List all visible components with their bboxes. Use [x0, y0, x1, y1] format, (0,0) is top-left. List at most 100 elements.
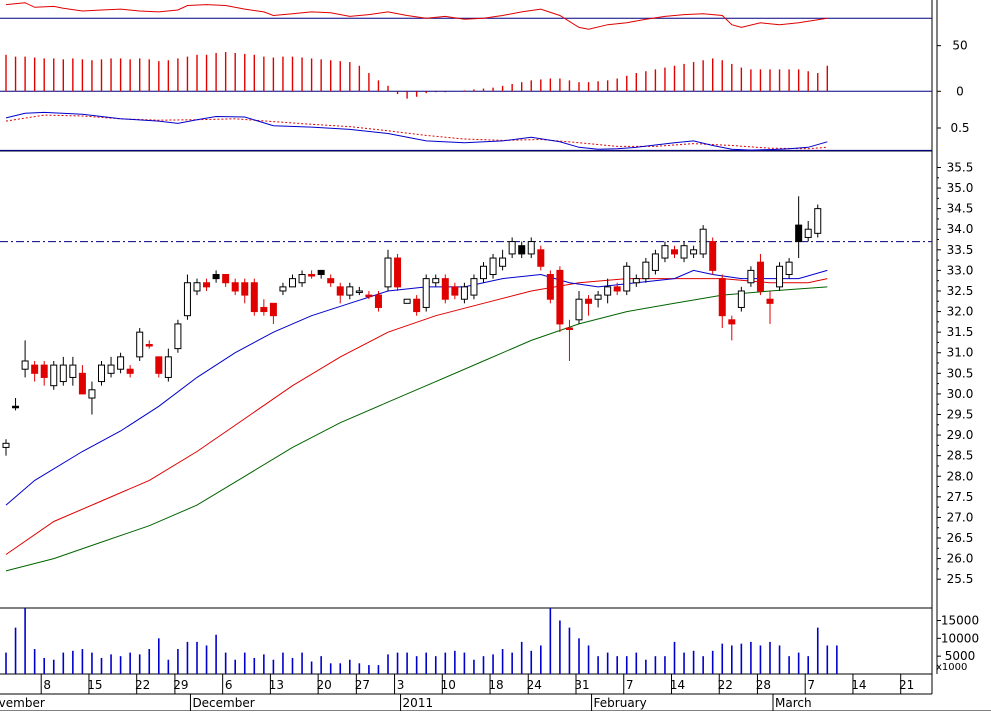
candle [489, 253, 497, 279]
candle-body [756, 261, 764, 292]
candle [766, 290, 774, 324]
price-axis-label: 30.5 [947, 366, 974, 380]
candle-body [699, 228, 707, 255]
price-axis-label: 31.5 [947, 325, 974, 339]
candle-body [183, 282, 191, 317]
candle [422, 274, 430, 312]
candle [690, 245, 698, 259]
candle [203, 278, 211, 291]
candle-body [575, 298, 583, 321]
candle-body [747, 269, 755, 284]
candle [31, 360, 39, 382]
candle [594, 290, 602, 308]
candle [12, 398, 20, 411]
month-label: February [594, 696, 647, 710]
candle-body [31, 364, 39, 374]
candle-body [565, 327, 573, 331]
candle [269, 302, 277, 324]
candle-body [336, 286, 344, 296]
day-label: 21 [899, 678, 914, 692]
price-axis-label: 26.0 [947, 552, 974, 566]
candle [260, 299, 268, 316]
candle [709, 237, 717, 275]
candle [231, 278, 239, 296]
rsi-axis-label: 0 [956, 84, 964, 98]
candle [680, 241, 688, 263]
price-axis-label: 25.5 [947, 572, 974, 586]
candle [174, 319, 182, 353]
ma-long-line [5, 286, 828, 572]
candle [546, 270, 554, 304]
candle [556, 266, 564, 333]
month-label: 2011 [403, 696, 434, 710]
candle-body [117, 356, 125, 370]
candle [756, 253, 764, 296]
candle [78, 365, 86, 395]
candle [193, 278, 201, 296]
candle-body [212, 274, 220, 280]
macd-panel [0, 111, 932, 152]
candle [575, 290, 583, 324]
day-label: 20 [317, 678, 332, 692]
candle-body [289, 278, 296, 288]
day-label: 24 [527, 678, 542, 692]
candle [2, 439, 10, 456]
volume-axis-label: 5000 [945, 649, 976, 663]
price-axis-label: 34.0 [947, 222, 974, 236]
volume-panel [5, 608, 838, 674]
candle-body [460, 286, 468, 300]
candle-body [422, 278, 430, 308]
candle-body [470, 278, 478, 296]
candle [728, 315, 736, 341]
candle [336, 282, 344, 304]
candle [470, 274, 478, 300]
macd-signal-line [5, 114, 828, 150]
candle [355, 286, 363, 296]
price-axis-label: 28.5 [947, 449, 974, 463]
volume-axis-label: 10000 [941, 631, 979, 645]
candle-body [432, 278, 440, 284]
candle-body [269, 302, 277, 317]
candle-body [766, 298, 774, 304]
candle [308, 270, 316, 279]
candle [40, 360, 48, 386]
candle-body [814, 208, 822, 234]
candle-body [527, 241, 535, 255]
candle [250, 278, 258, 316]
rsi-panel [0, 2, 932, 99]
candle [451, 282, 459, 300]
candle-body [508, 241, 516, 255]
candle-body [680, 245, 688, 259]
candle [604, 278, 612, 304]
candle-body [585, 298, 593, 304]
price-axis-label: 35.5 [947, 160, 974, 174]
candle-body [126, 368, 134, 374]
candle-body [346, 286, 354, 296]
candle-body [155, 356, 163, 374]
candle-body [308, 274, 316, 277]
candle-body [107, 364, 115, 374]
candle-body [355, 290, 363, 293]
candle [460, 282, 468, 304]
candle-body [78, 372, 86, 395]
price-axis-label: 31.0 [947, 346, 974, 360]
day-label: 15 [87, 678, 102, 692]
candle-body [250, 282, 258, 313]
day-label: 29 [173, 678, 188, 692]
day-label: 10 [441, 678, 456, 692]
candle [317, 269, 325, 279]
candle [623, 262, 631, 296]
candle [432, 274, 440, 287]
candle-body [671, 249, 678, 255]
candle-body [594, 294, 602, 300]
candle-body [403, 298, 411, 304]
candle-body [718, 278, 726, 317]
candle-body [642, 261, 650, 280]
candle-body [50, 364, 58, 387]
day-label: 14 [851, 678, 866, 692]
day-label: 28 [756, 678, 771, 692]
price-axis-label: 30.0 [947, 387, 974, 401]
price-axis-label: 34.5 [947, 202, 974, 216]
candle-body [365, 294, 373, 298]
candle [107, 356, 115, 378]
